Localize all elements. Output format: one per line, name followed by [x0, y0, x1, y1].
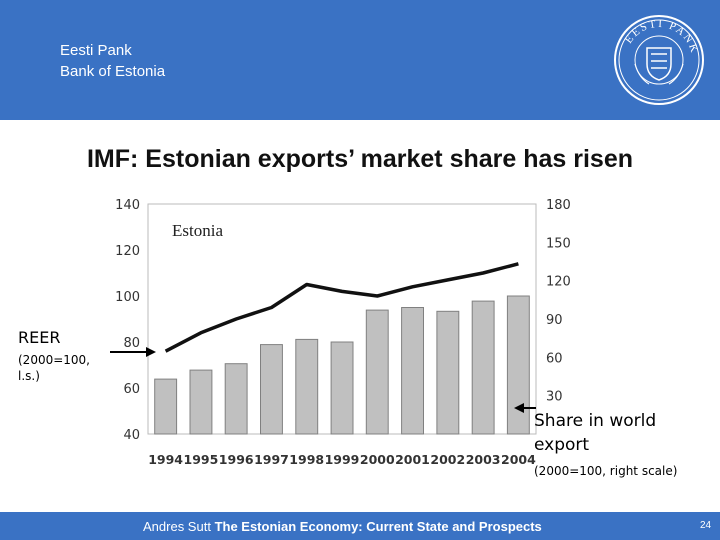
- org-name-estonian: Eesti Pank: [60, 42, 132, 59]
- page-number: 24: [700, 520, 712, 531]
- x-tick-1995: 1995: [184, 452, 219, 467]
- footer-subtitle: The Estonian Economy: Current State and …: [214, 519, 542, 534]
- bar-2000: [365, 309, 389, 435]
- x-tick-2003: 2003: [466, 452, 501, 467]
- bar-1995: [189, 369, 213, 435]
- header-bar: [0, 0, 720, 120]
- bar-1997: [260, 344, 283, 435]
- share-sublabel: (2000=100, right scale): [534, 464, 678, 478]
- left-tick-100: 100: [115, 290, 140, 305]
- reer-label: REER: [18, 328, 61, 347]
- right-tick-120: 120: [546, 275, 571, 290]
- right-tick-150: 150: [546, 236, 571, 251]
- reer-sublabel: (2000=100, l.s.): [18, 353, 90, 383]
- footer-bar: [0, 512, 720, 540]
- footer-caption: Andres Sutt The Estonian Economy: Curren…: [143, 519, 542, 534]
- bank-seal-logo: EESTI PANK: [614, 15, 704, 105]
- bar-1998: [295, 338, 319, 435]
- x-tick-1998: 1998: [289, 452, 324, 467]
- x-tick-2000: 2000: [360, 452, 395, 467]
- right-tick-60: 60: [546, 351, 563, 366]
- org-name-english: Bank of Estonia: [60, 63, 166, 80]
- left-tick-80: 80: [123, 336, 140, 351]
- left-tick-140: 140: [115, 198, 140, 213]
- bar-2004: [506, 295, 530, 435]
- left-tick-40: 40: [123, 428, 140, 443]
- bar-1996: [224, 363, 248, 435]
- x-tick-1999: 1999: [325, 452, 360, 467]
- reer-line: [164, 262, 519, 353]
- x-tick-1996: 1996: [219, 452, 254, 467]
- share-arrow-icon: [514, 403, 536, 413]
- x-tick-2004: 2004: [501, 452, 536, 467]
- x-tick-2001: 2001: [395, 452, 430, 467]
- right-tick-90: 90: [546, 313, 563, 328]
- reer-arrow-icon: [110, 347, 156, 357]
- x-tick-1994: 1994: [148, 452, 183, 467]
- slide-title: IMF: Estonian exports’ market share has …: [86, 145, 634, 173]
- bar-2003: [471, 300, 495, 435]
- bar-1999: [330, 341, 354, 435]
- share-label: Share in world export: [534, 411, 657, 455]
- bar-2001: [401, 307, 425, 435]
- left-tick-60: 60: [123, 382, 140, 397]
- chart-title: Estonia: [172, 221, 223, 240]
- left-tick-120: 120: [115, 244, 140, 259]
- right-tick-30: 30: [546, 390, 563, 405]
- x-tick-1997: 1997: [254, 452, 289, 467]
- right-tick-180: 180: [546, 198, 571, 213]
- x-tick-2002: 2002: [430, 452, 465, 467]
- bar-1994: [154, 378, 178, 435]
- bar-2002: [436, 310, 460, 435]
- footer-author: Andres Sutt: [143, 519, 211, 534]
